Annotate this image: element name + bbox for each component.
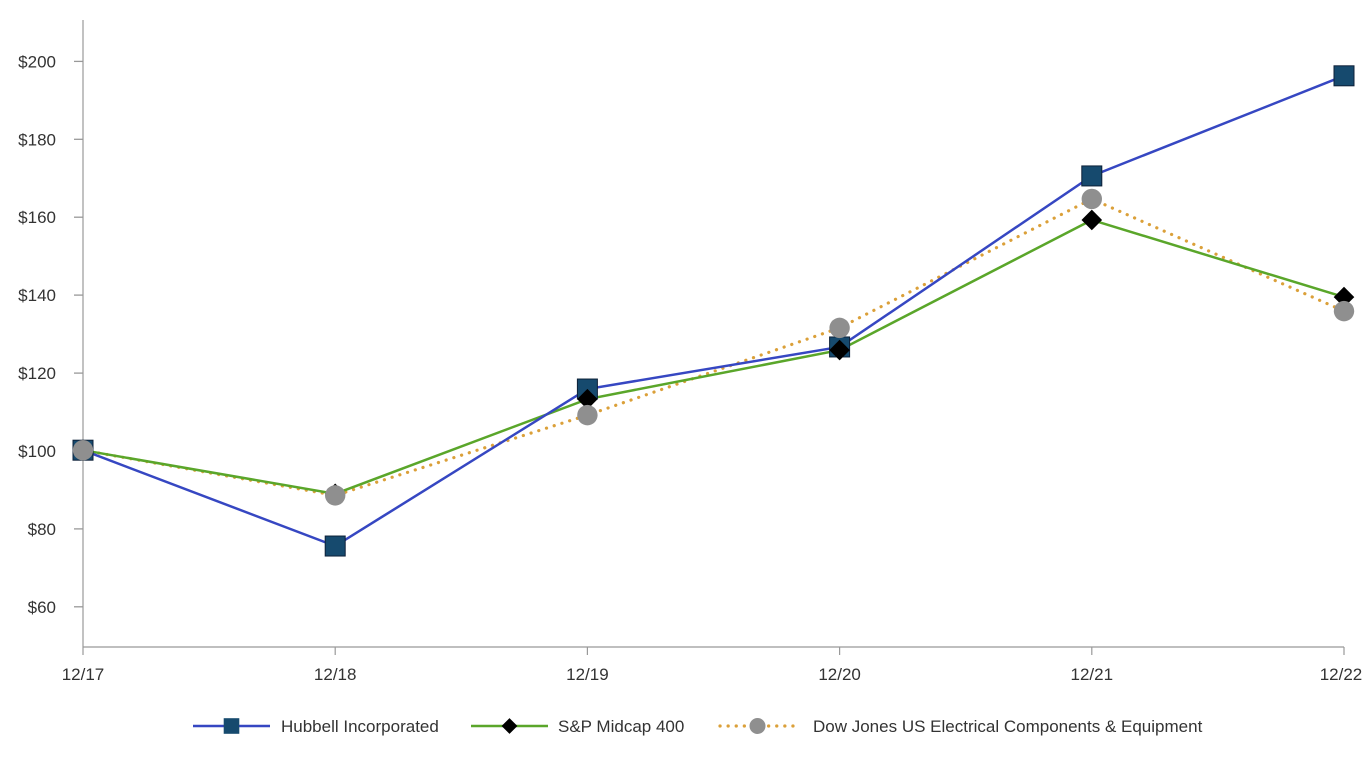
svg-text:$100: $100	[18, 442, 56, 461]
svg-text:12/19: 12/19	[566, 665, 609, 684]
svg-text:S&P Midcap 400: S&P Midcap 400	[558, 717, 684, 736]
svg-text:12/18: 12/18	[314, 665, 357, 684]
svg-text:$80: $80	[28, 520, 56, 539]
svg-text:12/22: 12/22	[1320, 665, 1363, 684]
svg-text:12/17: 12/17	[62, 665, 105, 684]
svg-text:$200: $200	[18, 52, 56, 71]
svg-text:12/20: 12/20	[818, 665, 861, 684]
svg-text:12/21: 12/21	[1071, 665, 1114, 684]
svg-text:$180: $180	[18, 130, 56, 149]
svg-text:Hubbell Incorporated: Hubbell Incorporated	[281, 717, 439, 736]
svg-text:$160: $160	[18, 208, 56, 227]
svg-text:Dow Jones US Electrical Compon: Dow Jones US Electrical Components & Equ…	[813, 717, 1203, 736]
svg-text:$140: $140	[18, 286, 56, 305]
svg-text:$120: $120	[18, 364, 56, 383]
svg-text:$60: $60	[28, 598, 56, 617]
